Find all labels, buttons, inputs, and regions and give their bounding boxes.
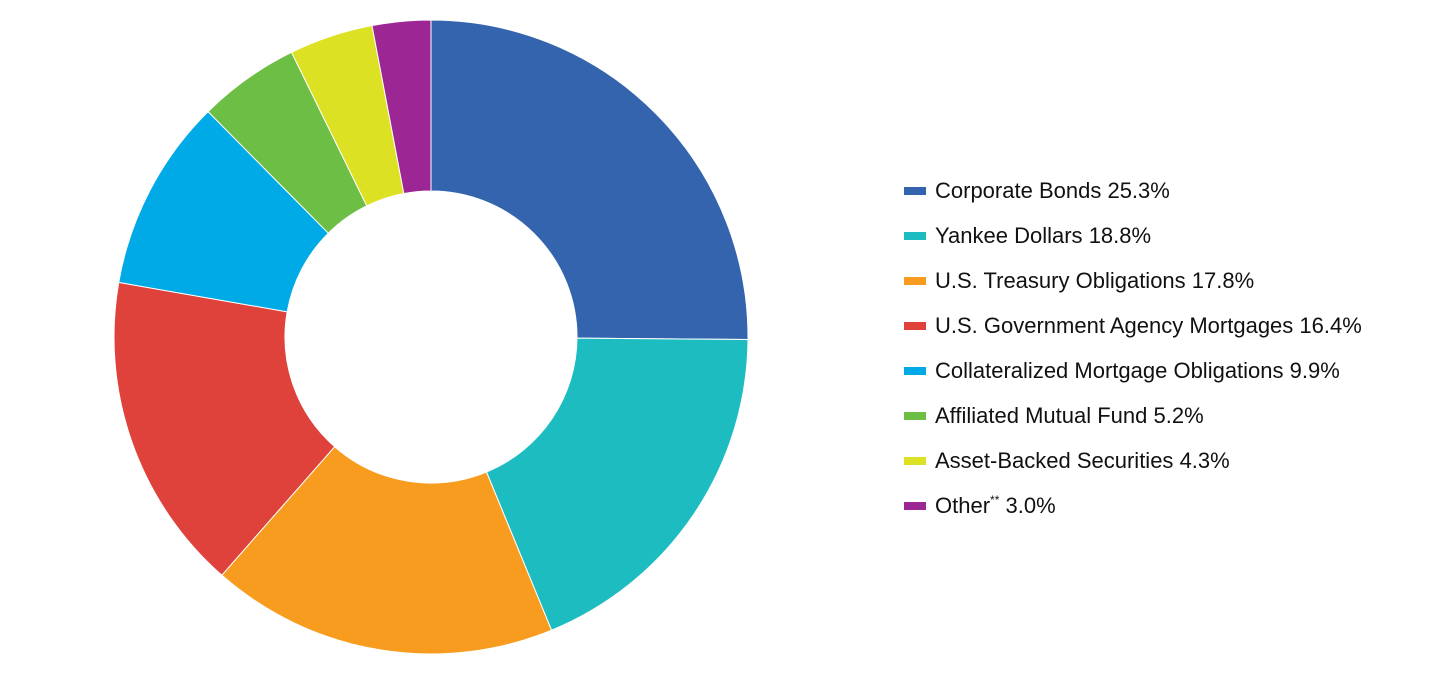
legend-series-value: 3.0% — [1005, 492, 1056, 518]
legend-label: U.S. Treasury Obligations 17.8% — [935, 267, 1255, 293]
legend-series-name: Collateralized Mortgage Obligations — [935, 357, 1284, 383]
legend-item-other: Other** 3.0% — [904, 483, 1424, 528]
legend-series-value: 9.9% — [1289, 357, 1340, 383]
legend-swatch — [904, 231, 926, 240]
legend-item-yankee-dollars: Yankee Dollars 18.8% — [904, 213, 1424, 258]
legend-item-u-s-government-agency-mortgages: U.S. Government Agency Mortgages 16.4% — [904, 303, 1424, 348]
legend-label: Yankee Dollars 18.8% — [935, 222, 1152, 248]
legend-label: Corporate Bonds 25.3% — [935, 177, 1170, 203]
legend-item-asset-backed-securities: Asset-Backed Securities 4.3% — [904, 438, 1424, 483]
legend-series-name: Corporate Bonds — [935, 177, 1102, 203]
donut-chart — [113, 19, 749, 655]
slice-u-s-government-agency-mortgages — [113, 281, 336, 576]
legend-label: U.S. Government Agency Mortgages 16.4% — [935, 312, 1362, 338]
legend-series-name: U.S. Treasury Obligations — [935, 267, 1186, 293]
legend-series-value: 16.4% — [1299, 312, 1362, 338]
legend-footnote-mark: ** — [990, 492, 1000, 507]
legend-swatch — [904, 186, 926, 195]
legend: Corporate Bonds 25.3% Yankee Dollars 18.8… — [904, 168, 1424, 528]
legend-series-name: U.S. Government Agency Mortgages — [935, 312, 1294, 338]
legend-series-value: 5.2% — [1153, 402, 1204, 428]
legend-label: Other** 3.0% — [935, 492, 1056, 518]
legend-swatch — [904, 321, 926, 330]
legend-series-name: Yankee Dollars — [935, 222, 1083, 248]
legend-label: Asset-Backed Securities 4.3% — [935, 447, 1230, 473]
legend-series-name: Other — [935, 492, 991, 518]
legend-series-name: Asset-Backed Securities — [935, 447, 1174, 473]
legend-swatch — [904, 411, 926, 420]
legend-series-name: Affiliated Mutual Fund — [935, 402, 1148, 428]
slice-collateralized-mortgage-obligations — [118, 110, 330, 313]
legend-item-corporate-bonds: Corporate Bonds 25.3% — [904, 168, 1424, 213]
legend-series-value: 4.3% — [1179, 447, 1230, 473]
legend-label: Collateralized Mortgage Obligations 9.9% — [935, 357, 1340, 383]
slice-yankee-dollars — [485, 337, 749, 631]
legend-series-value: 17.8% — [1191, 267, 1255, 293]
legend-swatch — [904, 456, 926, 465]
slice-corporate-bonds — [430, 19, 749, 340]
slice-u-s-treasury-obligations — [221, 445, 553, 655]
slice-other — [371, 19, 432, 195]
legend-swatch — [904, 366, 926, 375]
legend-swatch — [904, 276, 926, 285]
legend-series-value: 25.3% — [1107, 177, 1170, 203]
legend-swatch — [904, 501, 926, 510]
legend-item-collateralized-mortgage-obligations: Collateralized Mortgage Obligations 9.9% — [904, 348, 1424, 393]
legend-item-u-s-treasury-obligations: U.S. Treasury Obligations 17.8% — [904, 258, 1424, 303]
legend-label: Affiliated Mutual Fund 5.2% — [935, 402, 1204, 428]
legend-series-value: 18.8% — [1088, 222, 1152, 248]
legend-item-affiliated-mutual-fund: Affiliated Mutual Fund 5.2% — [904, 393, 1424, 438]
